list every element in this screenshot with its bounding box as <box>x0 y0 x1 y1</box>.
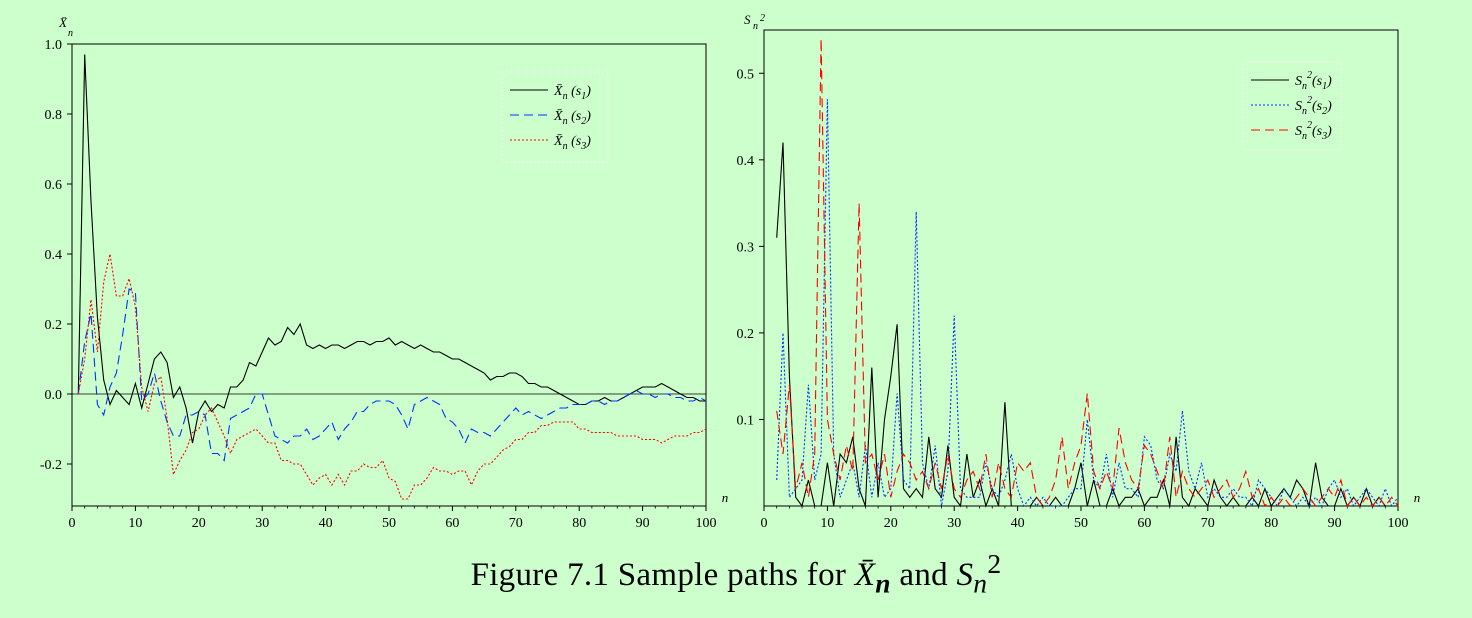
x-tick-label: 60 <box>1137 516 1151 531</box>
series-line-3 <box>77 253 707 500</box>
y-tick-label: 0.4 <box>45 248 63 263</box>
legend-label-1: X̄n (s1) <box>553 84 591 102</box>
x-axis-label: n <box>722 490 729 505</box>
x-tick-label: 10 <box>820 516 834 531</box>
legend-box <box>1242 61 1342 151</box>
chart-sample-mean: 0 10 20 30 40 50 60 70 80 90 100 1.0 0.8 0.6 0.4 0.2 0.0… <box>40 15 728 531</box>
series-line-2 <box>776 99 1399 508</box>
x-tick-label: 0 <box>69 516 76 531</box>
y-axis-label: S <box>744 12 751 27</box>
y-axis-label-sub: n <box>68 28 73 39</box>
y-tick-label: 0.8 <box>45 108 63 123</box>
y-tick-label: 0.0 <box>45 388 63 403</box>
x-tick-label: 80 <box>572 516 586 531</box>
x-tick-label: 10 <box>128 516 142 531</box>
legend-box <box>501 71 609 163</box>
x-tick-label: 100 <box>696 516 717 531</box>
x-tick-label: 90 <box>1328 516 1342 531</box>
legend-label-2: X̄n (s2) <box>553 109 591 127</box>
x-tick-label: 60 <box>445 516 459 531</box>
x-tick-label: 50 <box>382 516 396 531</box>
y-axis-label: X̄ <box>58 15 68 30</box>
y-tick-label: 0.4 <box>737 154 755 169</box>
series-line-3 <box>776 38 1399 508</box>
y-tick-label: 0.6 <box>45 178 63 193</box>
legend-label-3: Sn2(s3) <box>1295 120 1332 142</box>
x-tick-label: 80 <box>1264 516 1278 531</box>
y-tick-label: 0.2 <box>737 327 755 342</box>
x-tick-label: 50 <box>1074 516 1088 531</box>
plot-frame <box>71 43 707 507</box>
y-tick-label: 0.3 <box>737 240 755 255</box>
y-axis-label-sup: 2 <box>760 13 765 24</box>
x-tick-label: 0 <box>761 516 768 531</box>
x-tick-label: 40 <box>1011 516 1025 531</box>
x-tick-label: 70 <box>1201 516 1215 531</box>
legend-label-1: Sn2(s1) <box>1295 70 1332 92</box>
y-tick-label: 0.2 <box>45 318 63 333</box>
x-tick-label: 70 <box>509 516 523 531</box>
x-tick-label: 40 <box>319 516 333 531</box>
legend-label-2: Sn2(s2) <box>1295 95 1332 117</box>
x-tick-label: 90 <box>636 516 650 531</box>
y-tick-label: 0.5 <box>737 67 755 82</box>
series-line-1 <box>77 54 706 444</box>
series-line-1 <box>776 142 1398 508</box>
x-tick-label: 30 <box>255 516 269 531</box>
x-tick-label: 100 <box>1388 516 1409 531</box>
x-tick-label: 20 <box>884 516 898 531</box>
x-tick-label: 30 <box>947 516 961 531</box>
x-tick-label: 20 <box>192 516 206 531</box>
y-tick-label: 1.0 <box>45 38 63 53</box>
y-tick-label: 0.1 <box>737 413 755 428</box>
x-axis-label: n <box>1414 490 1421 505</box>
y-tick-label: -0.2 <box>40 458 62 473</box>
legend-label-3: X̄n (s3) <box>553 134 591 152</box>
series-line-2 <box>77 288 707 462</box>
figure-caption: Figure 7.1 Sample paths for X̄n and Sn2 <box>470 548 1002 599</box>
y-axis-label-sub: n <box>753 21 758 32</box>
